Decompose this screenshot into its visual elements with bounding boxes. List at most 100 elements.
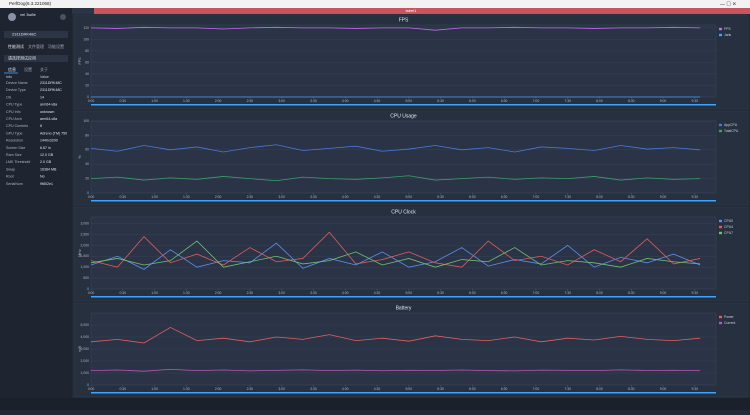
legend-swatch <box>719 315 722 319</box>
x-tick-label: 0:30 <box>119 387 126 391</box>
x-tick-label: 2:00 <box>215 291 222 295</box>
x-tick-label: 8:00 <box>596 195 603 199</box>
x-tick-label: 2:00 <box>215 387 222 391</box>
device-select[interactable] <box>4 31 68 38</box>
series-line <box>90 175 701 182</box>
device-name: 2311DRK48C <box>12 32 36 37</box>
tab[interactable]: 功能设置 <box>48 43 64 49</box>
app-select[interactable] <box>4 55 68 62</box>
x-tick-label: 6:00 <box>469 99 476 103</box>
x-tick-label: 7:00 <box>533 195 540 199</box>
scrollbar <box>91 104 716 106</box>
subtab[interactable]: 设置 <box>24 66 32 72</box>
y-axis-label: % <box>78 155 82 159</box>
settings-button[interactable] <box>60 14 66 20</box>
x-tick-label: 0:00 <box>88 99 95 103</box>
y-tick-label: 20 <box>85 176 89 180</box>
subtab[interactable]: 关于 <box>40 66 48 72</box>
x-tick-label: 2:00 <box>215 195 222 199</box>
legend-label: FPS <box>724 27 731 31</box>
x-tick-label: 8:00 <box>596 387 603 391</box>
y-tick-label: 60 <box>85 60 89 64</box>
x-tick-label: 7:30 <box>564 195 571 199</box>
table-header: Info <box>6 75 12 79</box>
y-tick-label: 4,000 <box>81 335 90 339</box>
x-tick-label: 3:00 <box>278 99 285 103</box>
x-tick-label: 1:00 <box>151 291 158 295</box>
x-tick-label: 5:00 <box>405 387 412 391</box>
info-value: unknown <box>40 110 54 114</box>
info-value: 1440x3200 <box>40 139 58 143</box>
x-tick-label: 8:00 <box>596 291 603 295</box>
x-tick-label: 3:30 <box>310 99 317 103</box>
legend-swatch <box>719 231 722 235</box>
x-tick-label: 0:00 <box>88 387 95 391</box>
y-tick-label: 0 <box>87 191 89 195</box>
title-bar <box>0 0 750 8</box>
subtab[interactable]: 信息 <box>8 66 16 72</box>
x-tick-label: 6:30 <box>501 291 508 295</box>
x-tick-label: 0:30 <box>119 291 126 295</box>
y-tick-label: 2,500 <box>81 232 90 236</box>
x-tick-label: 4:30 <box>374 99 381 103</box>
y-tick-label: 1,000 <box>81 371 90 375</box>
y-tick-label: 5,000 <box>81 323 90 327</box>
user-name: vel 3w8e <box>20 12 37 17</box>
plot-bg <box>90 216 717 290</box>
x-tick-label: 1:30 <box>183 291 190 295</box>
info-value: 9f802e1 <box>40 182 53 186</box>
x-tick-label: 5:00 <box>405 99 412 103</box>
x-tick-label: 4:00 <box>342 291 349 295</box>
chart-panel: CPU Usage% 0 20 40 60 80 100 0:00 0:30 1:00 1:30 2:… <box>73 110 749 206</box>
tab[interactable]: 文件管理 <box>28 43 44 49</box>
x-tick-label: 7:30 <box>564 99 571 103</box>
x-tick-label: 8:30 <box>628 195 635 199</box>
x-tick-label: 7:00 <box>533 99 540 103</box>
info-value: arm64-v8a <box>40 103 57 107</box>
x-tick-label: 0:00 <box>88 291 95 295</box>
chart-panel: Battery mW 0 1,000 2,000 3,000 4,000 5,000 0:00 0… <box>73 302 749 398</box>
x-tick-label: 6:00 <box>469 195 476 199</box>
x-tick-label: 4:30 <box>374 195 381 199</box>
y-tick-label: 40 <box>85 72 89 76</box>
x-tick-label: 9:00 <box>660 387 667 391</box>
info-key: Device Type <box>6 88 26 92</box>
top-strip <box>72 8 750 14</box>
chart-title: CPU Clock <box>391 209 416 215</box>
chart-title: CPU Usage <box>390 113 417 119</box>
x-tick-label: 1:00 <box>151 99 158 103</box>
x-tick-label: 1:30 <box>183 387 190 391</box>
y-tick-label: 20 <box>85 83 89 87</box>
info-key: CPU Info <box>6 110 21 114</box>
x-tick-label: 0:30 <box>119 99 126 103</box>
avatar[interactable] <box>8 13 16 21</box>
legend-swatch <box>719 33 722 37</box>
info-value: Adreno (TM) 750 <box>40 131 67 135</box>
x-tick-label: 9:30 <box>692 387 699 391</box>
y-tick-label: 3,000 <box>81 221 90 225</box>
x-tick-label: 5:30 <box>437 291 444 295</box>
x-tick-label: 2:00 <box>215 99 222 103</box>
y-tick-label: 60 <box>85 148 89 152</box>
legend-label: Jank <box>724 33 731 37</box>
screenshot-button[interactable] <box>72 8 94 14</box>
info-value: 2311DRK48C <box>40 81 62 85</box>
legend-swatch <box>719 219 722 223</box>
x-tick-label: 9:30 <box>692 99 699 103</box>
x-tick-label: 3:00 <box>278 387 285 391</box>
x-tick-label: 7:00 <box>533 387 540 391</box>
info-key: Resolution <box>6 139 23 143</box>
tab[interactable]: 性能测试 <box>8 43 24 49</box>
table-header: Value <box>40 75 49 79</box>
window-controls[interactable]: — ☐ ✕ <box>720 1 736 7</box>
x-tick-label: 6:30 <box>501 195 508 199</box>
chart-panel: CPU Clock MHz 0 500 1,000 1,500 2,000 2,500 3,00… <box>73 206 749 302</box>
x-tick-label: 9:30 <box>692 291 699 295</box>
info-key: Ram Size <box>6 153 22 157</box>
info-key: GPU Type <box>6 131 23 135</box>
y-tick-label: 40 <box>85 162 89 166</box>
info-value: 2311DRK48C <box>40 88 62 92</box>
info-value: 8 <box>40 124 42 128</box>
